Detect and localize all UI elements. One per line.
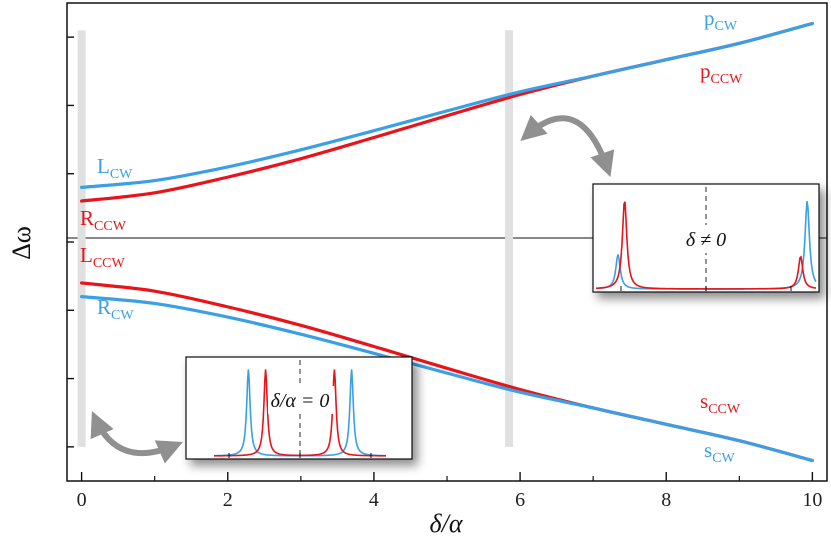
marker-layer (77, 30, 514, 447)
inset-zero-label: δ/α = 0 (271, 390, 330, 412)
inset-nonzero-label-bg (670, 225, 742, 253)
label-p-cw: pCW (704, 6, 738, 34)
series-layer (80, 21, 814, 463)
x-tick-label: 4 (369, 489, 379, 511)
vertical-marker-1 (505, 30, 514, 447)
x-tick-label: 2 (223, 489, 233, 511)
label-s-cw: sCW (704, 438, 736, 466)
series-line-s-cw (80, 295, 814, 463)
label-L-cw: LCW (97, 154, 133, 182)
vertical-marker-0 (77, 30, 86, 447)
x-axis-label: δ/α (430, 509, 464, 538)
inset-nonzero-detuning: δ ≠ 0 (592, 183, 820, 293)
label-R-ccw: RCCW (80, 206, 127, 234)
x-tick-label: 6 (515, 489, 525, 511)
inset-zero-ticks (228, 453, 372, 458)
curved-arrow-right (520, 114, 615, 178)
inset-zero-label-bg (268, 386, 334, 414)
series-line-p-cw (80, 21, 814, 189)
label-p-ccw: pCCW (700, 59, 743, 87)
label-R-cw: RCW (97, 295, 134, 323)
x-tick-label: 0 (77, 489, 87, 511)
y-axis-label: Δω (7, 226, 36, 260)
x-tick-label: 8 (661, 489, 671, 511)
curved-arrow-left (90, 411, 183, 464)
ticks-layer: 0 2 4 6 8 10 (67, 36, 822, 511)
series-labels: pCW pCCW LCW RCCW LCCW RCW sCCW sCW (80, 6, 743, 466)
label-s-ccw: sCCW (700, 389, 741, 417)
x-tick-label: 10 (802, 489, 822, 511)
inset-zero-detuning: δ/α = 0 (185, 356, 413, 460)
inset-nonzero-ticks (620, 286, 792, 291)
inset-nonzero-label: δ ≠ 0 (686, 229, 726, 251)
label-L-ccw: LCCW (80, 243, 126, 271)
